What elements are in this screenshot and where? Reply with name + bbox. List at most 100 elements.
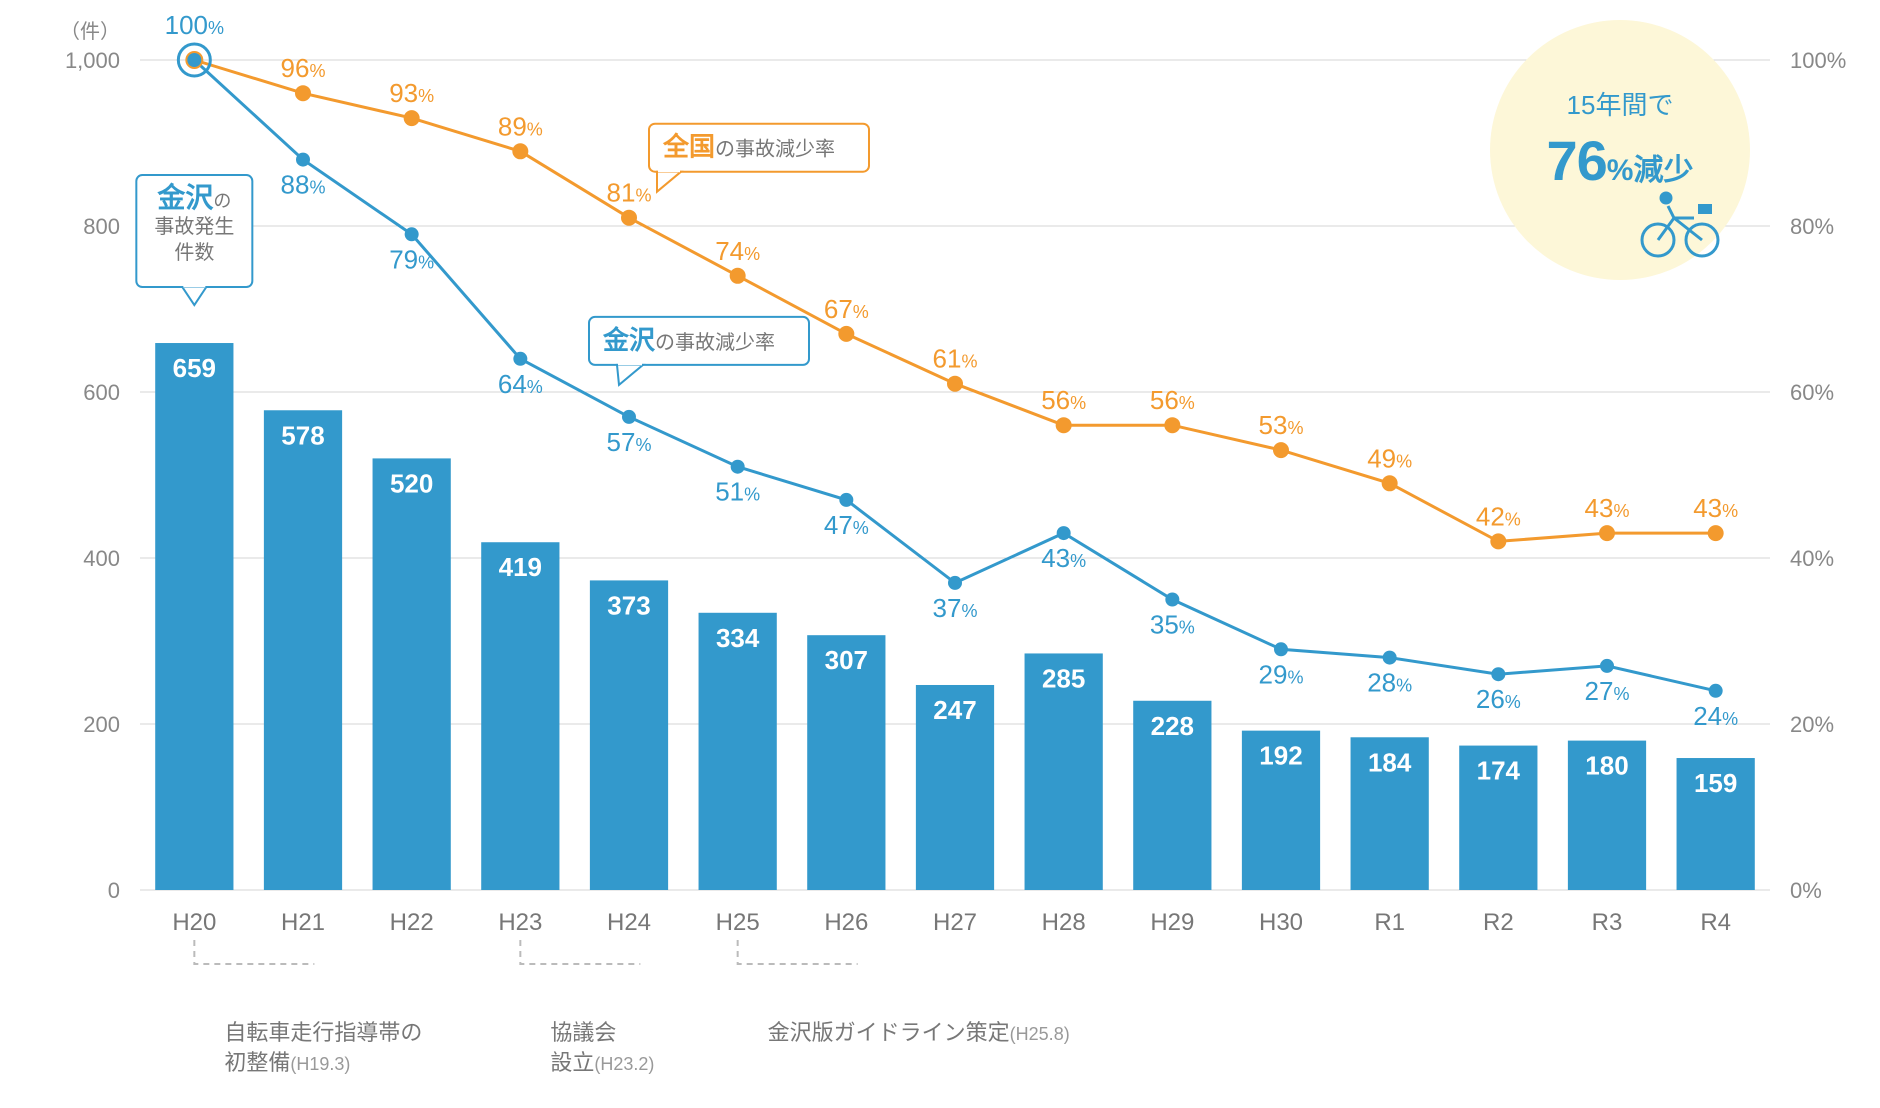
- y-left-tick: 800: [83, 214, 120, 239]
- national-pct-label: 74%: [715, 236, 760, 266]
- x-tick: H23: [498, 909, 542, 936]
- accident-reduction-chart: （件）02004006008001,0000%20%40%60%80%100%6…: [0, 0, 1880, 1108]
- x-tick: H20: [172, 909, 216, 936]
- kanazawa-pct-label: 100%: [165, 10, 224, 40]
- bar-value: 192: [1259, 741, 1302, 771]
- bar-value: 174: [1477, 756, 1521, 786]
- x-tick: H22: [390, 909, 434, 936]
- callout-connector: [520, 940, 640, 964]
- callout-connector: [194, 940, 314, 964]
- kanazawa-pct-label: 37%: [933, 593, 978, 623]
- bar: [590, 580, 668, 890]
- bar-value: 373: [607, 590, 650, 620]
- line-point: [1708, 525, 1724, 541]
- line-point: [404, 110, 420, 126]
- national-pct-label: 61%: [933, 344, 978, 374]
- y-right-tick: 60%: [1790, 380, 1834, 405]
- line-point: [295, 85, 311, 101]
- y-left-tick: 400: [83, 546, 120, 571]
- line-point: [622, 410, 636, 424]
- national-pct-label: 43%: [1585, 493, 1630, 523]
- bar-value: 307: [825, 645, 868, 675]
- callout-text: 自転車走行指導帯の初整備(H19.3): [224, 1020, 422, 1075]
- kanazawa-pct-label: 35%: [1150, 610, 1195, 640]
- kanazawa-pct-label: 47%: [824, 510, 869, 540]
- callout-text: 金沢版ガイドライン策定(H25.8): [768, 1020, 1070, 1045]
- bar-value: 419: [499, 552, 542, 582]
- national-pct-label: 67%: [824, 294, 869, 324]
- kanazawa-pct-label: 29%: [1259, 659, 1304, 689]
- line-point: [839, 493, 853, 507]
- bar-value: 159: [1694, 768, 1737, 798]
- kanazawa-pct-label: 26%: [1476, 684, 1521, 714]
- legend-pointer: [617, 365, 643, 385]
- x-tick: R3: [1592, 909, 1623, 936]
- line-point: [1382, 475, 1398, 491]
- legend-pointer: [657, 172, 681, 192]
- line-point: [296, 153, 310, 167]
- line-point: [621, 210, 637, 226]
- x-tick: R1: [1374, 909, 1405, 936]
- x-tick: R4: [1700, 909, 1731, 936]
- bar-value: 285: [1042, 663, 1085, 693]
- national-pct-label: 42%: [1476, 501, 1521, 531]
- kanazawa-pct-label: 51%: [715, 477, 760, 507]
- bar: [699, 613, 777, 890]
- line-point: [731, 460, 745, 474]
- national-pct-label: 96%: [281, 53, 326, 83]
- line-point: [187, 53, 201, 67]
- legend-pointer: [182, 287, 206, 305]
- y-left-tick: 600: [83, 380, 120, 405]
- reduction-badge: [1490, 20, 1750, 280]
- x-tick: H29: [1150, 909, 1194, 936]
- y-axis-unit: （件）: [60, 20, 120, 43]
- line-point: [1490, 533, 1506, 549]
- x-tick: H25: [716, 909, 760, 936]
- y-left-tick: 1,000: [65, 48, 120, 73]
- national-pct-label: 93%: [389, 78, 434, 108]
- line-point: [838, 326, 854, 342]
- bar: [481, 542, 559, 890]
- bar: [155, 343, 233, 890]
- national-pct-label: 56%: [1150, 385, 1195, 415]
- kanazawa-pct-label: 27%: [1585, 676, 1630, 706]
- kanazawa-pct-label: 79%: [389, 244, 434, 274]
- bar-value: 520: [390, 468, 433, 498]
- national-pct-label: 89%: [498, 111, 543, 141]
- line-point: [947, 376, 963, 392]
- x-tick: H28: [1042, 909, 1086, 936]
- kanazawa-pct-label: 88%: [281, 170, 326, 200]
- x-tick: H30: [1259, 909, 1303, 936]
- y-right-tick: 20%: [1790, 712, 1834, 737]
- y-right-tick: 100%: [1790, 48, 1846, 73]
- line-point: [1709, 684, 1723, 698]
- kanazawa-pct-label: 28%: [1367, 668, 1412, 698]
- callout-connector: [738, 940, 858, 964]
- y-left-tick: 0: [108, 878, 120, 903]
- national-pct-label: 53%: [1259, 410, 1304, 440]
- y-right-tick: 80%: [1790, 214, 1834, 239]
- x-tick: H26: [824, 909, 868, 936]
- x-tick: H21: [281, 909, 325, 936]
- line-point: [1600, 659, 1614, 673]
- line-point: [1165, 593, 1179, 607]
- line-point: [513, 352, 527, 366]
- line-point: [948, 576, 962, 590]
- y-right-tick: 40%: [1790, 546, 1834, 571]
- badge-line1: 15年間で: [1567, 90, 1674, 120]
- line-point: [1491, 667, 1505, 681]
- national-pct-label: 49%: [1367, 443, 1412, 473]
- line-point: [405, 227, 419, 241]
- x-tick: R2: [1483, 909, 1514, 936]
- kanazawa-pct-label: 57%: [607, 427, 652, 457]
- x-tick: H27: [933, 909, 977, 936]
- bar: [264, 410, 342, 890]
- bar-value: 659: [173, 353, 216, 383]
- kanazawa-pct-label: 24%: [1693, 701, 1738, 731]
- line-point: [1599, 525, 1615, 541]
- bar-value: 180: [1585, 751, 1628, 781]
- line-point: [1383, 651, 1397, 665]
- kanazawa-pct-label: 43%: [1041, 543, 1086, 573]
- bar-value: 334: [716, 623, 760, 653]
- bar-value: 247: [933, 695, 976, 725]
